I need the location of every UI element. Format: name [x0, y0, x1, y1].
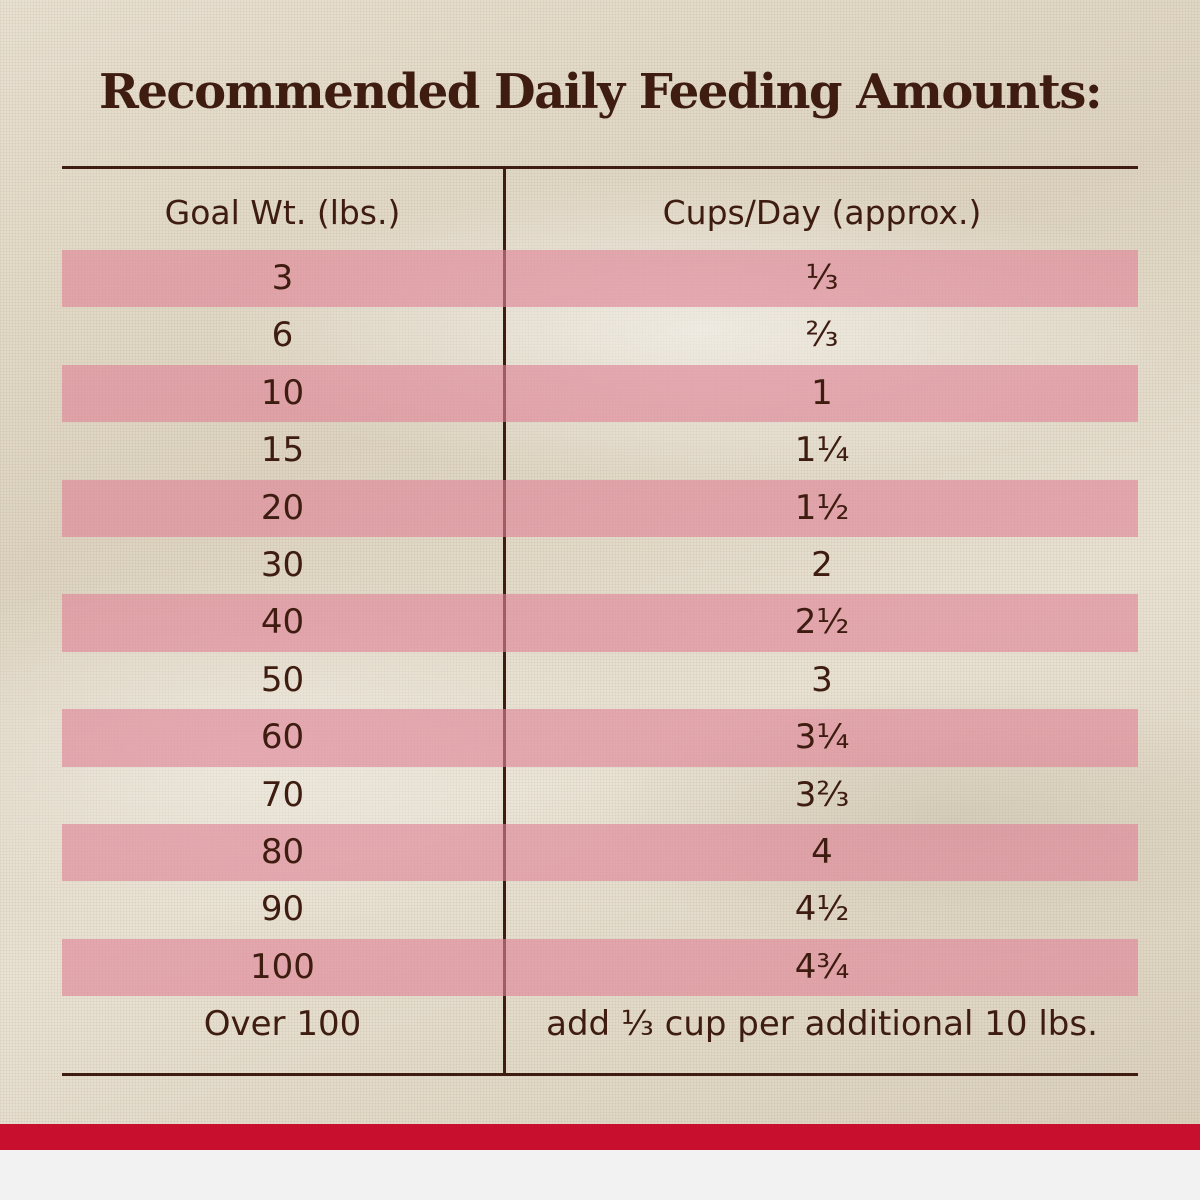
goal-weight-cell: 6 — [271, 315, 294, 356]
goal-weight-cell: 60 — [260, 717, 305, 758]
goal-weight-cell: Over 100 — [203, 1004, 362, 1045]
goal-weight-cell: 10 — [260, 372, 305, 413]
cups-per-day-cell: 2½ — [794, 602, 850, 643]
cups-per-day-cell: ⅓ — [805, 258, 839, 298]
table-row: 50 3 — [62, 652, 1138, 709]
table-bottom-rule — [62, 1073, 1138, 1076]
table-row: 10 1 — [62, 364, 1138, 423]
cups-per-day-cell: 3⅔ — [794, 774, 850, 815]
table-row: 3 ⅓ — [62, 250, 1138, 308]
table-row: 90 4½ — [62, 881, 1138, 938]
table-row: 30 2 — [62, 537, 1138, 594]
page-title: Recommended Daily Feeding Amounts: — [98, 64, 1103, 120]
goal-weight-cell: 80 — [260, 831, 305, 872]
goal-weight-cell: 30 — [260, 544, 305, 585]
table-top-rule — [62, 166, 1138, 169]
cups-per-day-cell: 3¼ — [794, 717, 850, 758]
goal-weight-cell: 50 — [260, 659, 305, 700]
goal-weight-cell: 100 — [250, 946, 315, 987]
cups-per-day-cell: 2 — [811, 544, 833, 585]
table-row: 6 ⅔ — [62, 307, 1138, 364]
table-row: Over 100 add ⅓ cup per additional 10 lbs… — [62, 996, 1138, 1053]
goal-weight-cell: 3 — [271, 258, 294, 298]
table-row: 20 1½ — [62, 479, 1138, 537]
column-header-goal-weight: Goal Wt. (lbs.) — [164, 193, 401, 232]
goal-weight-cell: 40 — [260, 602, 305, 643]
feeding-table-body: 3 ⅓ 6 ⅔ 10 1 15 1¼ 20 1½ 30 2 40 2½ 50 3 — [62, 250, 1138, 1053]
cups-per-day-cell: 4 — [811, 831, 833, 872]
goal-weight-cell: 15 — [260, 430, 305, 471]
cups-per-day-cell: add ⅓ cup per additional 10 lbs. — [546, 1004, 1098, 1045]
table-row: 60 3¼ — [62, 709, 1138, 767]
accent-band — [0, 1124, 1200, 1150]
cups-per-day-cell: 4½ — [794, 889, 850, 930]
table-row: 70 3⅔ — [62, 767, 1138, 824]
table-row: 80 4 — [62, 823, 1138, 882]
goal-weight-cell: 20 — [260, 487, 305, 528]
table-row: 100 4¾ — [62, 938, 1138, 997]
cups-per-day-cell: 1 — [811, 372, 833, 413]
cups-per-day-cell: 1¼ — [794, 430, 850, 471]
goal-weight-cell: 70 — [260, 774, 305, 815]
cups-per-day-cell: 1½ — [794, 487, 850, 528]
cups-per-day-cell: 3 — [811, 659, 833, 700]
table-row: 15 1¼ — [62, 422, 1138, 479]
footer-band — [0, 1150, 1200, 1200]
table-row: 40 2½ — [62, 594, 1138, 652]
cups-per-day-cell: 4¾ — [794, 946, 850, 987]
goal-weight-cell: 90 — [260, 889, 305, 930]
column-header-cups-per-day: Cups/Day (approx.) — [662, 193, 982, 232]
cups-per-day-cell: ⅔ — [805, 315, 839, 356]
